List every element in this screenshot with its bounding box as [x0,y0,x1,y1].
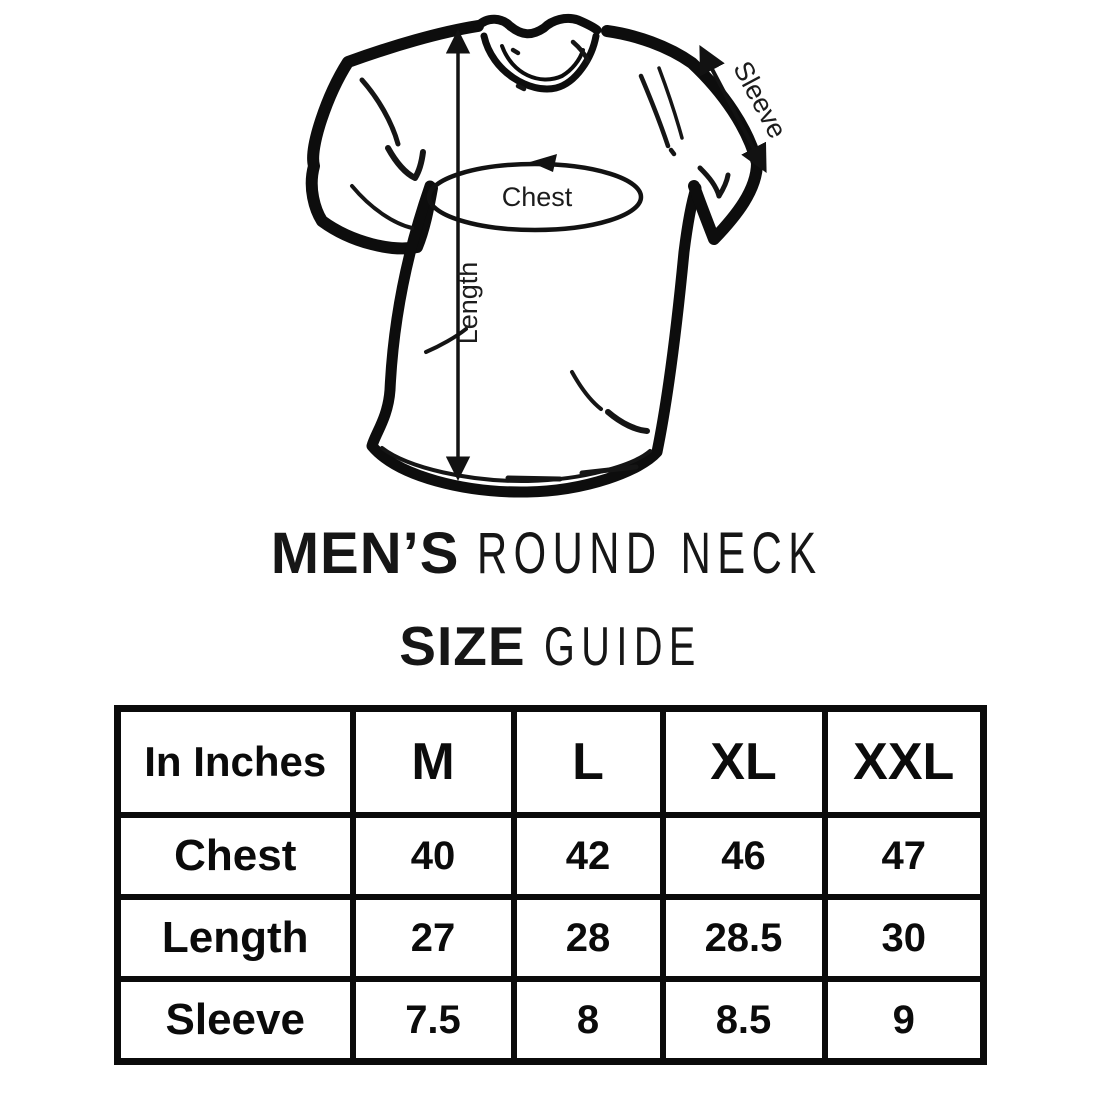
length-value-l: 28 [510,894,666,982]
length-value-m: 27 [349,894,517,982]
sleeve-value-xxl: 9 [821,976,987,1065]
chest-value-xl: 46 [659,812,828,900]
size-table-header-row: In Inches M L XL XXL [114,705,987,818]
length-annotation: Length [445,29,483,481]
title-bold-size: SIZE [399,615,526,677]
chest-label: Chest [502,182,573,212]
row-label-chest: Chest [114,812,356,900]
chest-annotation: Chest [426,154,644,233]
chest-value-xxl: 47 [821,812,987,900]
sleeve-value-m: 7.5 [349,976,517,1065]
chest-value-l: 42 [510,812,666,900]
size-header-l: L [510,705,666,818]
table-row-chest: Chest 40 42 46 47 [114,812,987,900]
shirt-outline [305,13,763,498]
title-light-guide: GUIDE [543,615,702,677]
sleeve-value-l: 8 [510,976,666,1065]
title-line-2: SIZE GUIDE [0,614,1100,678]
length-value-xxl: 30 [821,894,987,982]
title-light-round-neck: ROUND NECK [477,521,823,586]
row-label-sleeve: Sleeve [114,976,356,1065]
table-row-sleeve: Sleeve 7.5 8 8.5 9 [114,976,987,1065]
row-label-length: Length [114,894,356,982]
unit-header-cell: In Inches [114,705,356,818]
size-table: In Inches M L XL XXL Chest 40 42 46 47 L… [114,705,987,1065]
chest-value-m: 40 [349,812,517,900]
tshirt-diagram: Length Chest Sleeve [305,13,793,498]
size-header-m: M [349,705,517,818]
title-bold-mens: MEN’S [270,521,460,586]
length-value-xl: 28.5 [659,894,828,982]
size-header-xxl: XXL [821,705,987,818]
title-line-1: MEN’S ROUND NECK [0,520,1100,587]
sleeve-label: Sleeve [727,56,792,143]
length-label: Length [453,262,483,345]
sleeve-value-xl: 8.5 [659,976,828,1065]
size-header-xl: XL [659,705,828,818]
table-row-length: Length 27 28 28.5 30 [114,894,987,982]
